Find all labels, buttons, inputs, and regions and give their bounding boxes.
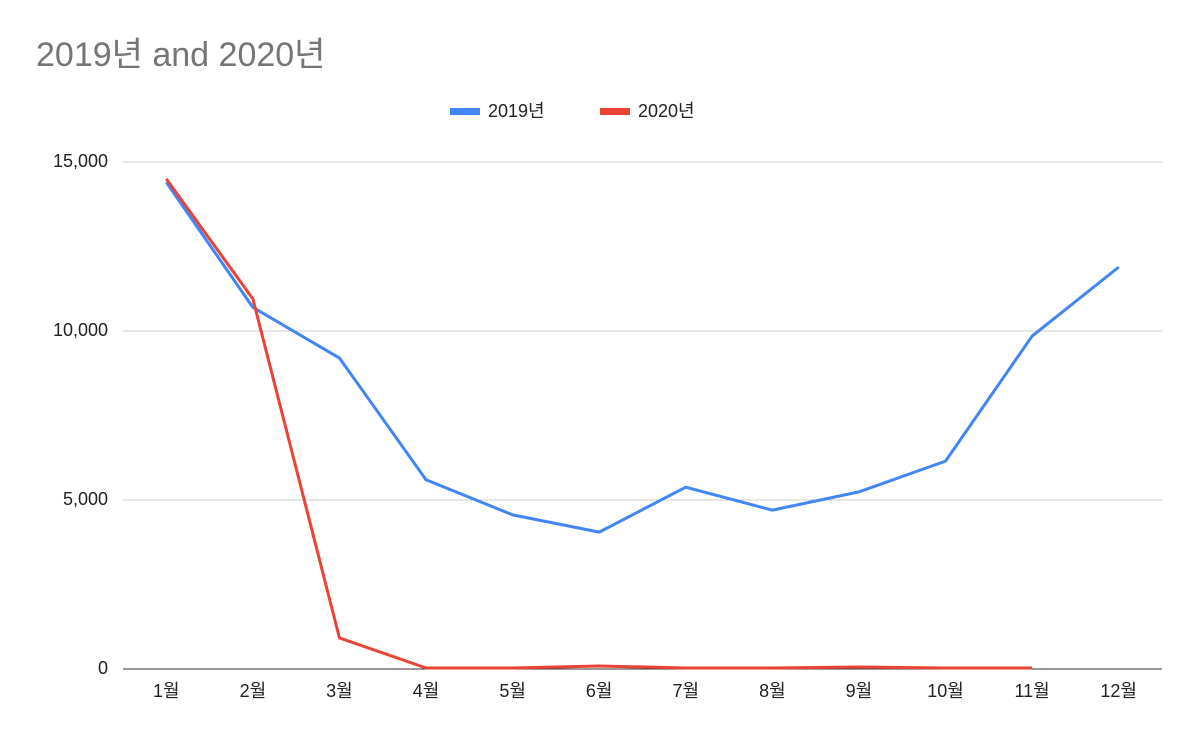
y-tick-label: 10,000 xyxy=(53,320,108,340)
series-line xyxy=(165,178,1033,670)
x-tick-label: 1월 xyxy=(153,681,180,701)
y-tick-label: 15,000 xyxy=(53,151,108,171)
y-tick-label: 5,000 xyxy=(63,489,108,509)
chart-title: 2019년 and 2020년 xyxy=(36,36,325,74)
x-tick-label: 11월 xyxy=(1015,681,1050,701)
x-tick-label: 9월 xyxy=(846,681,873,701)
legend-label: 2019년 xyxy=(488,101,545,121)
x-tick-label: 10월 xyxy=(927,681,964,701)
series-line xyxy=(165,181,1120,534)
x-tick-label: 2월 xyxy=(240,681,267,701)
x-tick-label: 7월 xyxy=(673,681,700,701)
x-tick-label: 8월 xyxy=(759,681,786,701)
x-tick-label: 5월 xyxy=(499,681,526,701)
legend-swatch xyxy=(450,108,480,115)
legend-swatch xyxy=(600,108,630,115)
legend-label: 2020년 xyxy=(638,101,695,121)
x-tick-label: 4월 xyxy=(413,681,440,701)
x-tick-label: 6월 xyxy=(586,681,613,701)
x-tick-label: 3월 xyxy=(326,681,353,701)
y-tick-label: 0 xyxy=(98,658,108,678)
x-tick-label: 12월 xyxy=(1100,681,1137,701)
